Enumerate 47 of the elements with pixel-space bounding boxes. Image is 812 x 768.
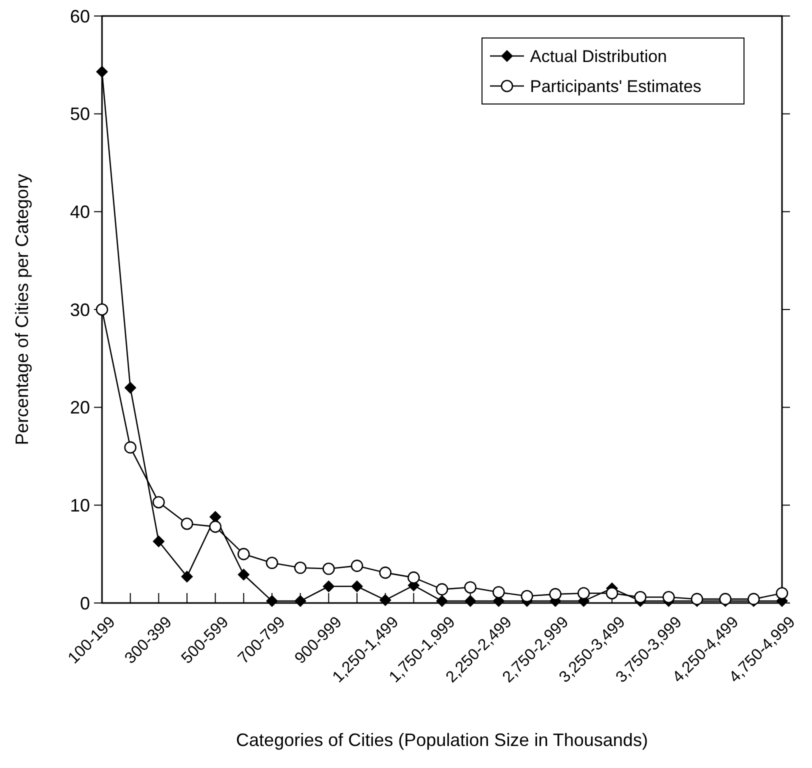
legend-label: Actual Distribution xyxy=(530,46,668,66)
point xyxy=(436,595,448,608)
point xyxy=(408,571,420,584)
point xyxy=(180,518,194,530)
point xyxy=(322,562,335,575)
point xyxy=(294,595,306,608)
y-tick-label: 40 xyxy=(70,202,90,222)
legend-label: Participants' Estimates xyxy=(530,76,702,96)
point xyxy=(351,580,363,592)
y-axis-title: Percentage of Cities per Category xyxy=(12,174,32,446)
point xyxy=(209,520,222,533)
point xyxy=(776,587,788,600)
y-tick-label: 10 xyxy=(70,495,90,516)
point xyxy=(520,590,534,602)
point xyxy=(124,382,136,394)
point xyxy=(124,441,136,454)
point xyxy=(719,592,732,606)
point xyxy=(690,592,704,606)
point xyxy=(634,590,646,604)
y-tick-label: 30 xyxy=(70,300,90,320)
point xyxy=(379,566,392,579)
y-tick-label: 20 xyxy=(70,398,90,418)
point xyxy=(606,587,618,600)
point xyxy=(350,560,364,572)
y-tick-label: 0 xyxy=(80,593,90,614)
point xyxy=(436,583,448,596)
x-axis-title: Categories of Cities (Population Size in Thousands) xyxy=(236,730,648,750)
point xyxy=(96,66,108,78)
y-tick-label: 50 xyxy=(70,104,90,124)
point xyxy=(181,570,193,583)
point xyxy=(379,594,392,606)
point xyxy=(748,592,760,606)
point xyxy=(662,590,675,604)
point xyxy=(492,586,505,598)
point xyxy=(152,535,165,548)
y-tick-label: 60 xyxy=(70,6,90,26)
point xyxy=(238,548,250,560)
point xyxy=(578,587,590,600)
point xyxy=(266,595,278,608)
point xyxy=(464,595,476,608)
point xyxy=(464,581,476,594)
point xyxy=(549,588,562,600)
point xyxy=(266,556,278,570)
point xyxy=(152,496,165,508)
point xyxy=(322,580,335,592)
point xyxy=(238,568,250,581)
point xyxy=(294,562,306,574)
